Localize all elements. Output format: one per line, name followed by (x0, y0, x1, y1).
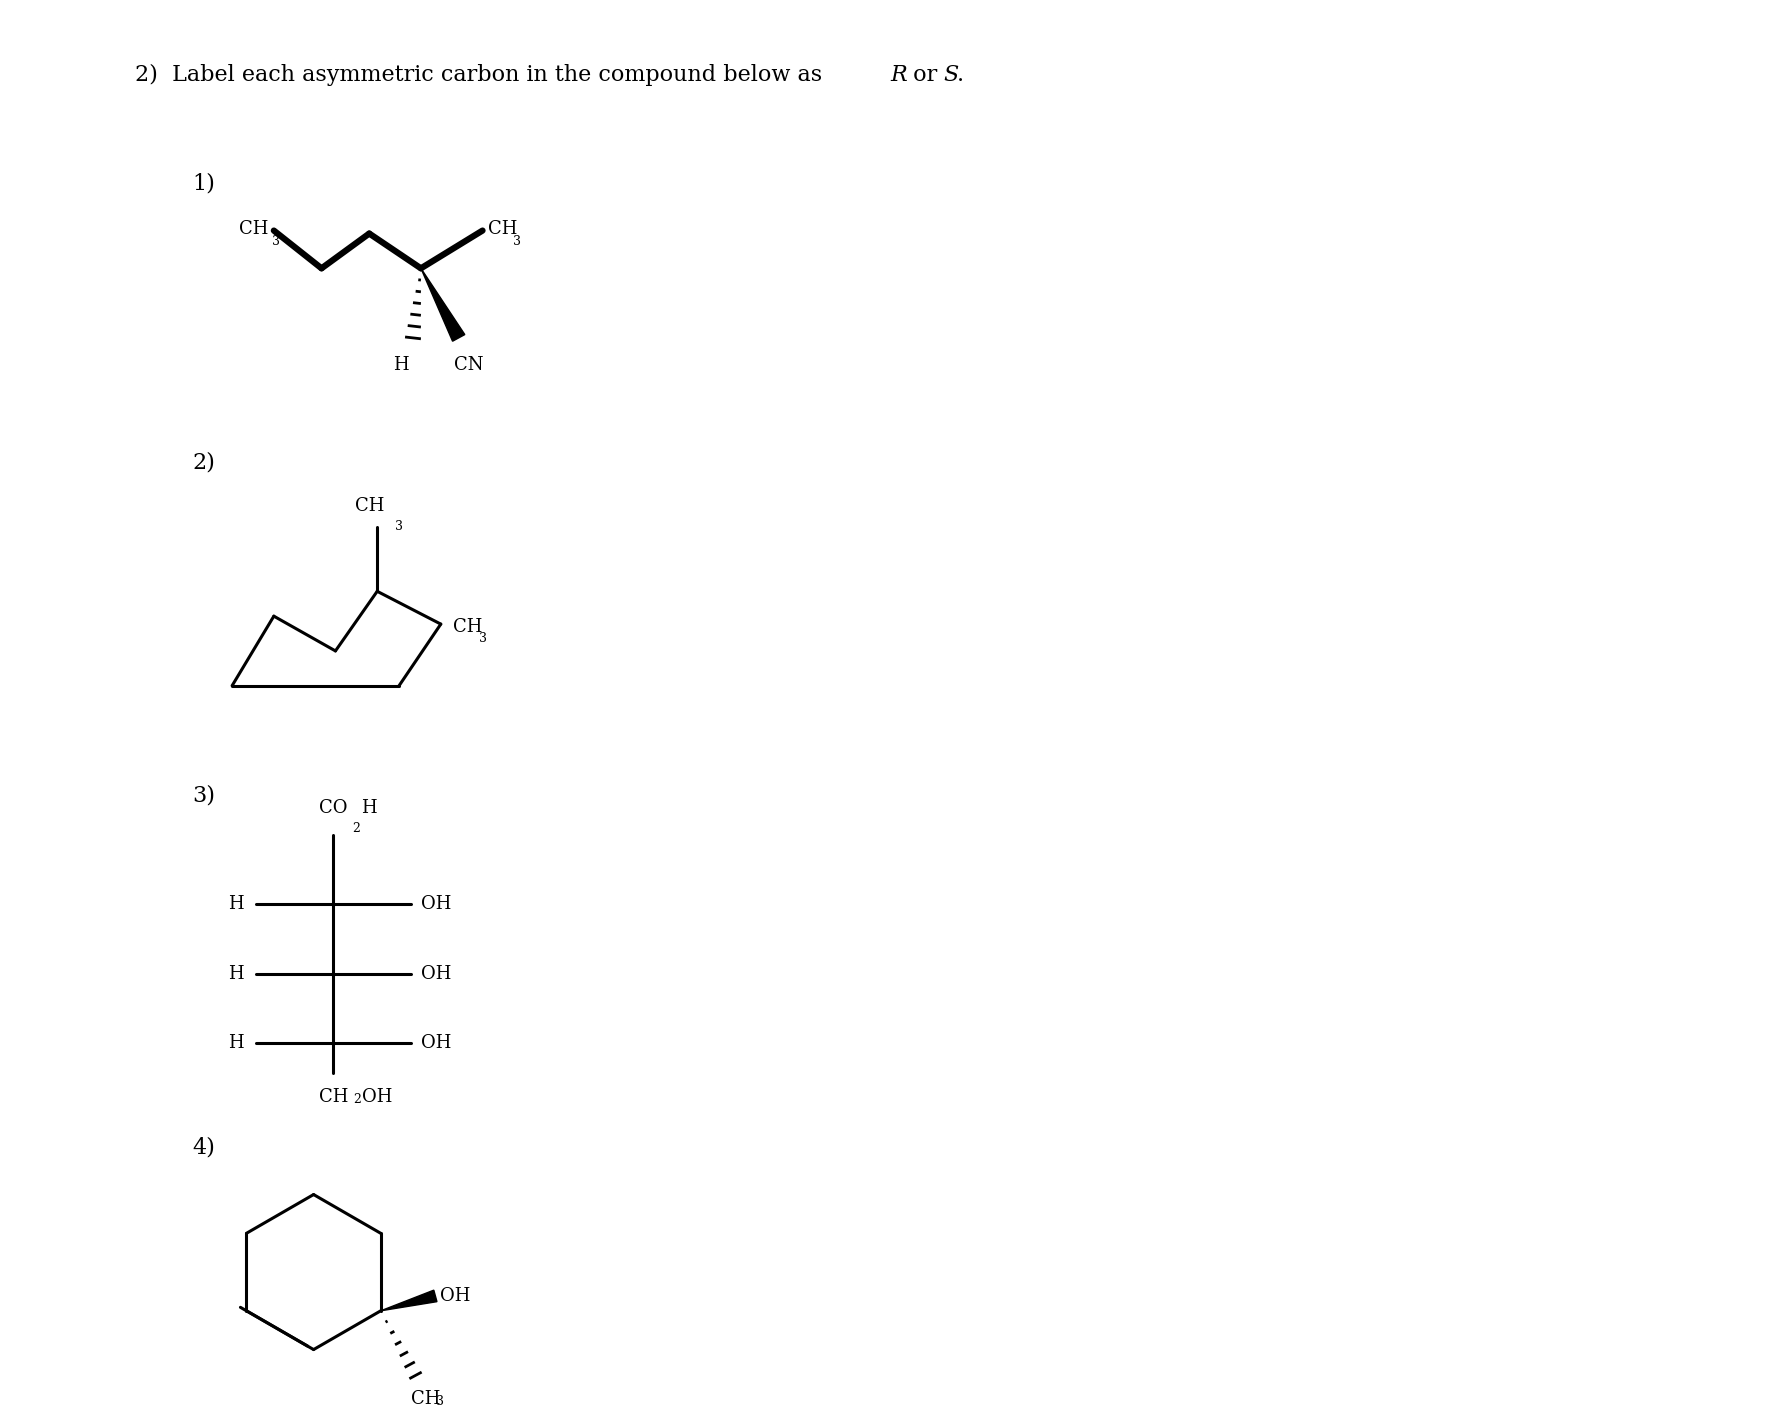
Polygon shape (421, 268, 466, 341)
Text: 3: 3 (514, 234, 521, 247)
Text: 1): 1) (192, 174, 215, 195)
Text: CH: CH (453, 618, 482, 636)
Text: 3: 3 (478, 632, 487, 645)
Text: H: H (229, 1034, 243, 1053)
Text: CO: CO (320, 799, 348, 817)
Text: S: S (944, 63, 960, 86)
Text: 3: 3 (394, 519, 403, 533)
Text: 4): 4) (192, 1137, 215, 1158)
Text: .: . (956, 63, 963, 86)
Text: CH: CH (355, 497, 384, 515)
Text: 3: 3 (437, 1395, 444, 1408)
Text: R: R (890, 63, 906, 86)
Text: CH: CH (487, 220, 517, 237)
Text: 2)  Label each asymmetric carbon in the compound below as: 2) Label each asymmetric carbon in the c… (135, 63, 828, 86)
Text: H: H (229, 896, 243, 913)
Polygon shape (380, 1290, 437, 1311)
Text: 3): 3) (192, 785, 215, 806)
Text: 2: 2 (352, 821, 361, 835)
Text: H: H (229, 965, 243, 983)
Text: CH: CH (240, 220, 268, 237)
Text: CH: CH (318, 1088, 348, 1106)
Text: H: H (361, 799, 377, 817)
Text: 2): 2) (192, 452, 215, 473)
Text: 3: 3 (272, 234, 279, 247)
Text: CN: CN (453, 356, 483, 374)
Text: CH: CH (410, 1390, 441, 1408)
Text: or: or (906, 63, 944, 86)
Text: OH: OH (441, 1287, 471, 1305)
Text: OH: OH (363, 1088, 393, 1106)
Text: OH: OH (421, 896, 451, 913)
Text: 2: 2 (354, 1094, 361, 1106)
Text: OH: OH (421, 1034, 451, 1053)
Text: OH: OH (421, 965, 451, 983)
Text: H: H (393, 356, 409, 374)
